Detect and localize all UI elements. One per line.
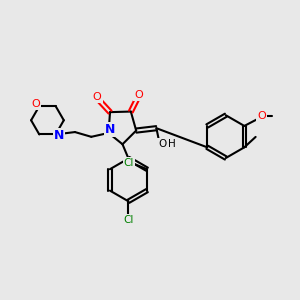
- Text: OH: OH: [158, 139, 174, 149]
- Text: N: N: [54, 129, 64, 142]
- Text: H: H: [168, 139, 176, 149]
- Text: O: O: [134, 90, 142, 100]
- Text: O: O: [257, 111, 266, 121]
- Text: O: O: [31, 99, 40, 109]
- Text: N: N: [105, 124, 115, 136]
- Text: Cl: Cl: [123, 158, 134, 168]
- Text: Cl: Cl: [123, 215, 134, 225]
- Text: O: O: [93, 92, 102, 102]
